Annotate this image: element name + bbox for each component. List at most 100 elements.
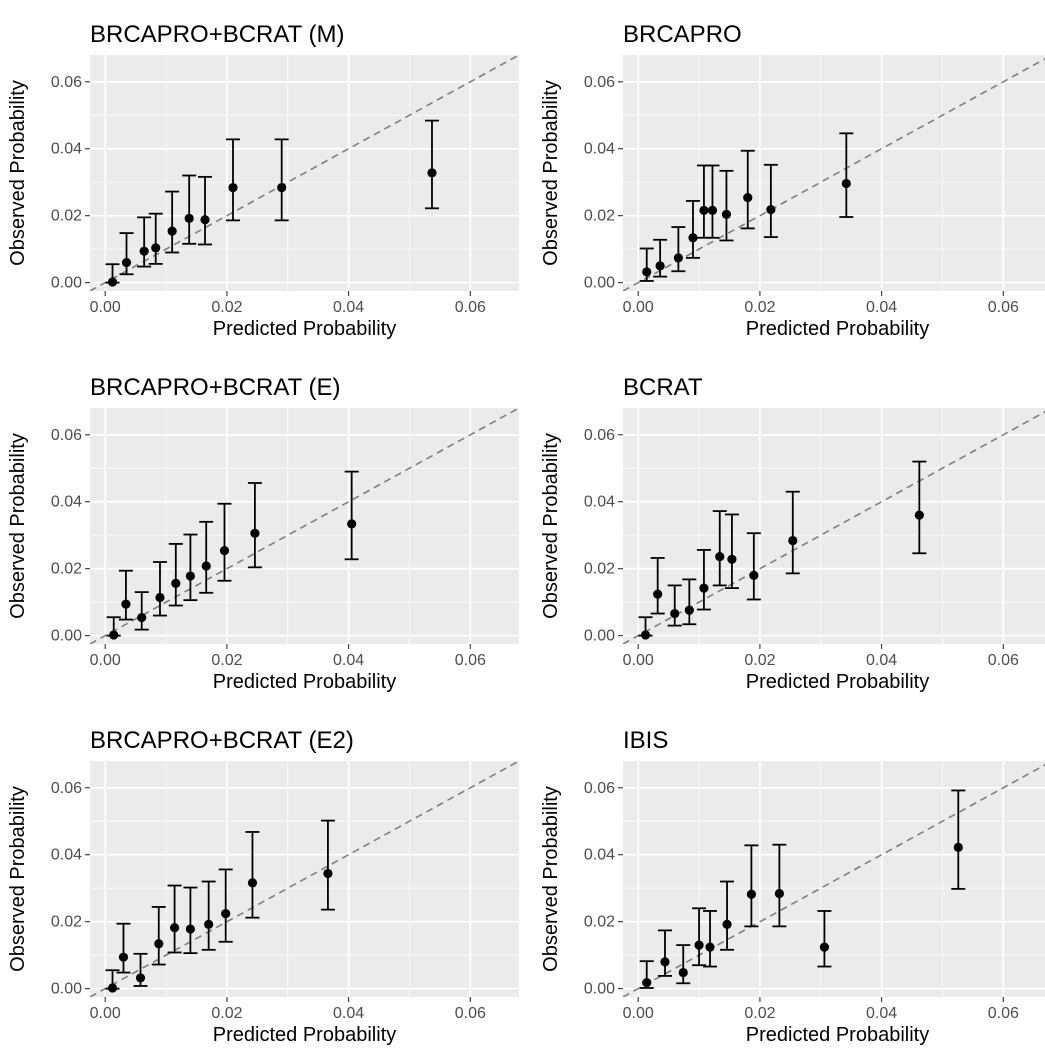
error-bar: [720, 880, 735, 951]
y-tick-label: 0.02: [584, 914, 615, 931]
error-bar: [152, 561, 167, 617]
error-bar: [785, 490, 800, 575]
error-bar: [218, 868, 233, 943]
y-tick-label: 0.02: [51, 208, 82, 225]
data-point: [137, 612, 147, 623]
error-bar: [168, 543, 183, 607]
data-point: [107, 983, 118, 993]
panel-data: [623, 410, 1045, 644]
data-point: [749, 570, 759, 580]
y-tick-label: 0.00: [51, 628, 82, 645]
y-tick-label: 0.04: [584, 141, 615, 158]
data-point: [655, 261, 665, 271]
panel-background: [623, 408, 1045, 644]
y-tick-label: 0.04: [584, 494, 615, 511]
error-bar: [424, 119, 439, 210]
x-tick-label: 0.02: [211, 1005, 242, 1022]
error-bar: [119, 232, 134, 276]
panel-background: [623, 761, 1045, 997]
error-bar: [320, 819, 335, 911]
data-point: [953, 842, 963, 852]
panel-title: IBIS: [623, 727, 668, 754]
error-bar: [740, 149, 755, 230]
x-axis-label: Predicted Probability: [213, 671, 396, 693]
x-tick-label: 0.00: [623, 1005, 654, 1022]
y-tick-label: 0.02: [51, 561, 82, 578]
y-axis-label: Observed Probability: [540, 433, 562, 619]
y-tick-label: 0.06: [584, 780, 615, 797]
data-point: [640, 630, 651, 640]
panel-title: BRCAPRO: [623, 21, 742, 48]
error-bar: [183, 533, 198, 602]
data-point: [167, 226, 177, 236]
panel-data: [90, 408, 519, 644]
x-tick-label: 0.04: [333, 1005, 364, 1022]
x-tick-label: 0.00: [623, 299, 654, 316]
x-tick-label: 0.06: [988, 299, 1019, 316]
data-point: [673, 253, 683, 263]
calibration-panel-5: BRCAPRO+BCRAT (E2) 0.00 0.02 0.04 0.06 0.00 0.…: [7, 727, 519, 1046]
x-tick-label: 0.04: [333, 652, 364, 669]
y-axis-label: Observed Probability: [7, 786, 29, 972]
data-point: [774, 888, 784, 899]
data-point: [201, 561, 211, 571]
x-tick-label: 0.00: [90, 652, 121, 669]
x-axis-label: Predicted Probability: [746, 671, 929, 693]
x-tick-label: 0.04: [866, 1005, 897, 1022]
y-axis-label: Observed Probability: [7, 433, 29, 619]
error-bar: [951, 789, 966, 890]
error-bar: [912, 460, 927, 555]
data-point: [107, 277, 118, 287]
x-tick-label: 0.00: [623, 652, 654, 669]
x-tick-label: 0.06: [988, 1005, 1019, 1022]
data-point: [121, 257, 132, 268]
data-point: [184, 213, 194, 223]
x-axis-label: Predicted Probability: [213, 1024, 396, 1046]
x-axis-label: Predicted Probability: [213, 318, 396, 340]
error-bar: [657, 929, 672, 977]
data-point: [135, 973, 146, 983]
error-bar: [724, 513, 739, 589]
data-point: [155, 592, 165, 603]
data-point: [185, 571, 196, 581]
error-bar: [692, 907, 707, 967]
data-point: [819, 942, 830, 952]
error-bar: [703, 910, 718, 968]
y-tick-label: 0.06: [51, 74, 82, 91]
y-axis-label: Observed Probability: [540, 80, 562, 266]
y-tick-label: 0.00: [584, 275, 615, 292]
data-point: [715, 552, 725, 562]
identity-reference-line: [623, 763, 1045, 997]
panel-title: BRCAPRO+BCRAT (E2): [90, 727, 354, 754]
calibration-panel-2: BRCAPRO 0.00 0.02 0.04 0.06 0.00 0.02 0.04 0.06 P…: [540, 21, 1045, 340]
error-bar: [116, 922, 131, 974]
data-point: [721, 209, 732, 219]
data-point: [219, 546, 230, 556]
y-tick-label: 0.00: [51, 981, 82, 998]
error-bar: [667, 584, 682, 627]
y-tick-label: 0.04: [51, 847, 82, 864]
error-bar: [650, 557, 665, 615]
error-bar: [671, 226, 686, 273]
y-tick-label: 0.06: [51, 427, 82, 444]
y-axis-label: Observed Probability: [7, 80, 29, 266]
panel-data: [90, 55, 519, 291]
identity-reference-line: [623, 57, 1045, 291]
data-point: [766, 205, 776, 215]
error-bar: [151, 906, 166, 966]
data-point: [171, 578, 181, 589]
y-tick-label: 0.02: [584, 561, 615, 578]
y-tick-label: 0.06: [584, 427, 615, 444]
x-axis-label: Predicted Probability: [746, 318, 929, 340]
data-point: [684, 605, 694, 615]
error-bar: [217, 502, 232, 582]
data-point: [323, 868, 333, 879]
identity-reference-line: [90, 761, 519, 997]
x-tick-label: 0.02: [211, 652, 242, 669]
data-point: [151, 243, 161, 253]
data-point: [228, 182, 238, 193]
x-tick-label: 0.06: [455, 652, 486, 669]
x-tick-label: 0.00: [90, 1005, 121, 1022]
data-point: [653, 589, 663, 599]
